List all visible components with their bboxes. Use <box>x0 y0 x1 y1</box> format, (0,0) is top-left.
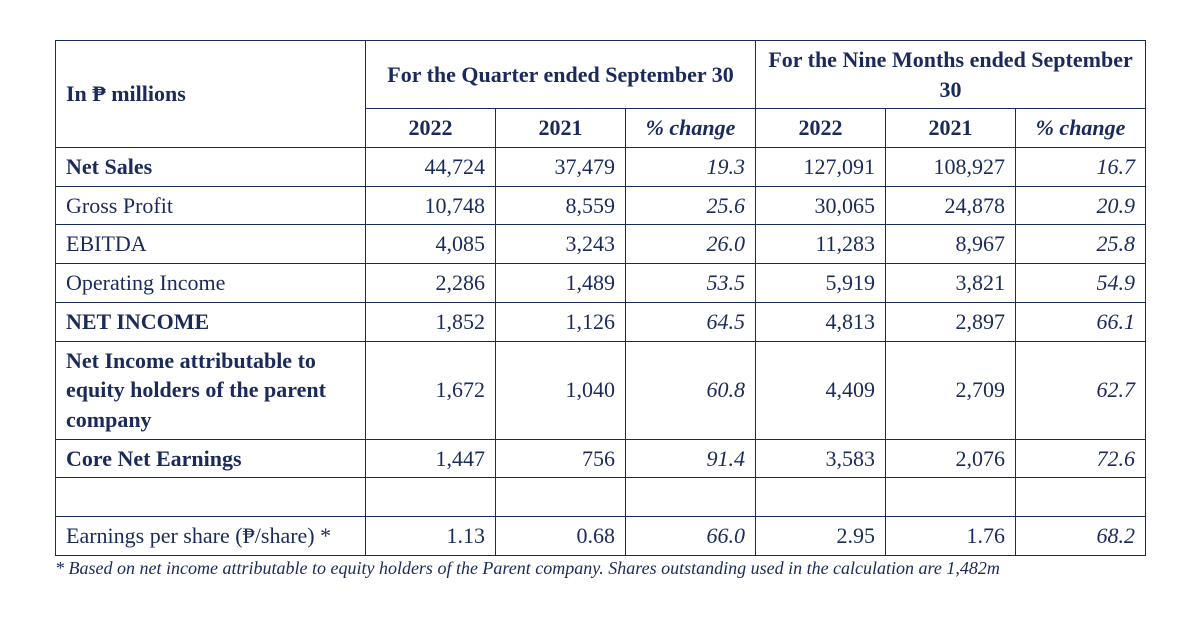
table-row: Core Net Earnings1,44775691.43,5832,0767… <box>56 439 1146 478</box>
value-cell: 127,091 <box>756 148 886 187</box>
blank-cell <box>1016 478 1146 517</box>
table-row: Net Sales44,72437,47919.3127,091108,9271… <box>56 148 1146 187</box>
blank-cell <box>496 478 626 517</box>
header-period-quarter: For the Quarter ended September 30 <box>366 41 756 109</box>
blank-cell <box>626 478 756 517</box>
value-cell: 108,927 <box>886 148 1016 187</box>
table-row: Operating Income2,2861,48953.55,9193,821… <box>56 264 1146 303</box>
value-cell: 1,040 <box>496 341 626 439</box>
value-cell: 3,583 <box>756 439 886 478</box>
value-cell: 1,126 <box>496 302 626 341</box>
pct-change-cell: 25.6 <box>626 186 756 225</box>
value-cell: 37,479 <box>496 148 626 187</box>
row-label: Core Net Earnings <box>56 439 366 478</box>
value-cell: 8,559 <box>496 186 626 225</box>
row-label: Earnings per share (₱/share) * <box>56 517 366 556</box>
value-cell: 1,489 <box>496 264 626 303</box>
row-label: Net Income attributable to equity holder… <box>56 341 366 439</box>
header-units: In ₱ millions <box>56 41 366 148</box>
subheader-q-2021: 2021 <box>496 109 626 148</box>
value-cell: 3,821 <box>886 264 1016 303</box>
table-row: Net Income attributable to equity holder… <box>56 341 1146 439</box>
pct-change-cell: 26.0 <box>626 225 756 264</box>
row-label: Net Sales <box>56 148 366 187</box>
pct-change-cell: 16.7 <box>1016 148 1146 187</box>
subheader-q-change: % change <box>626 109 756 148</box>
pct-change-cell: 64.5 <box>626 302 756 341</box>
pct-change-cell: 68.2 <box>1016 517 1146 556</box>
value-cell: 11,283 <box>756 225 886 264</box>
value-cell: 1.13 <box>366 517 496 556</box>
value-cell: 5,919 <box>756 264 886 303</box>
blank-cell <box>366 478 496 517</box>
pct-change-cell: 66.1 <box>1016 302 1146 341</box>
value-cell: 0.68 <box>496 517 626 556</box>
value-cell: 1.76 <box>886 517 1016 556</box>
value-cell: 44,724 <box>366 148 496 187</box>
value-cell: 756 <box>496 439 626 478</box>
blank-cell <box>756 478 886 517</box>
row-label: Gross Profit <box>56 186 366 225</box>
pct-change-cell: 62.7 <box>1016 341 1146 439</box>
pct-change-cell: 91.4 <box>626 439 756 478</box>
subheader-n-2021: 2021 <box>886 109 1016 148</box>
table-body: Net Sales44,72437,47919.3127,091108,9271… <box>56 148 1146 556</box>
value-cell: 3,243 <box>496 225 626 264</box>
value-cell: 2,897 <box>886 302 1016 341</box>
pct-change-cell: 19.3 <box>626 148 756 187</box>
value-cell: 2.95 <box>756 517 886 556</box>
value-cell: 4,409 <box>756 341 886 439</box>
value-cell: 1,852 <box>366 302 496 341</box>
subheader-q-2022: 2022 <box>366 109 496 148</box>
pct-change-cell: 20.9 <box>1016 186 1146 225</box>
value-cell: 4,085 <box>366 225 496 264</box>
row-label: EBITDA <box>56 225 366 264</box>
pct-change-cell: 66.0 <box>626 517 756 556</box>
pct-change-cell: 53.5 <box>626 264 756 303</box>
pct-change-cell: 60.8 <box>626 341 756 439</box>
table-row <box>56 478 1146 517</box>
blank-cell <box>886 478 1016 517</box>
financial-highlights-table: In ₱ millions For the Quarter ended Sept… <box>55 40 1146 556</box>
value-cell: 2,076 <box>886 439 1016 478</box>
value-cell: 1,447 <box>366 439 496 478</box>
table-row: NET INCOME1,8521,12664.54,8132,89766.1 <box>56 302 1146 341</box>
subheader-n-change: % change <box>1016 109 1146 148</box>
blank-cell <box>56 478 366 517</box>
value-cell: 10,748 <box>366 186 496 225</box>
footnote-text: * Based on net income attributable to eq… <box>55 558 1145 579</box>
table-row: Gross Profit10,7488,55925.630,06524,8782… <box>56 186 1146 225</box>
value-cell: 2,709 <box>886 341 1016 439</box>
table-row: EBITDA4,0853,24326.011,2838,96725.8 <box>56 225 1146 264</box>
value-cell: 30,065 <box>756 186 886 225</box>
pct-change-cell: 72.6 <box>1016 439 1146 478</box>
row-label: NET INCOME <box>56 302 366 341</box>
table-header: In ₱ millions For the Quarter ended Sept… <box>56 41 1146 148</box>
value-cell: 8,967 <box>886 225 1016 264</box>
row-label: Operating Income <box>56 264 366 303</box>
subheader-n-2022: 2022 <box>756 109 886 148</box>
pct-change-cell: 54.9 <box>1016 264 1146 303</box>
table-row: Earnings per share (₱/share) *1.130.6866… <box>56 517 1146 556</box>
value-cell: 24,878 <box>886 186 1016 225</box>
header-period-ninemonths: For the Nine Months ended September 30 <box>756 41 1146 109</box>
value-cell: 2,286 <box>366 264 496 303</box>
value-cell: 1,672 <box>366 341 496 439</box>
value-cell: 4,813 <box>756 302 886 341</box>
pct-change-cell: 25.8 <box>1016 225 1146 264</box>
